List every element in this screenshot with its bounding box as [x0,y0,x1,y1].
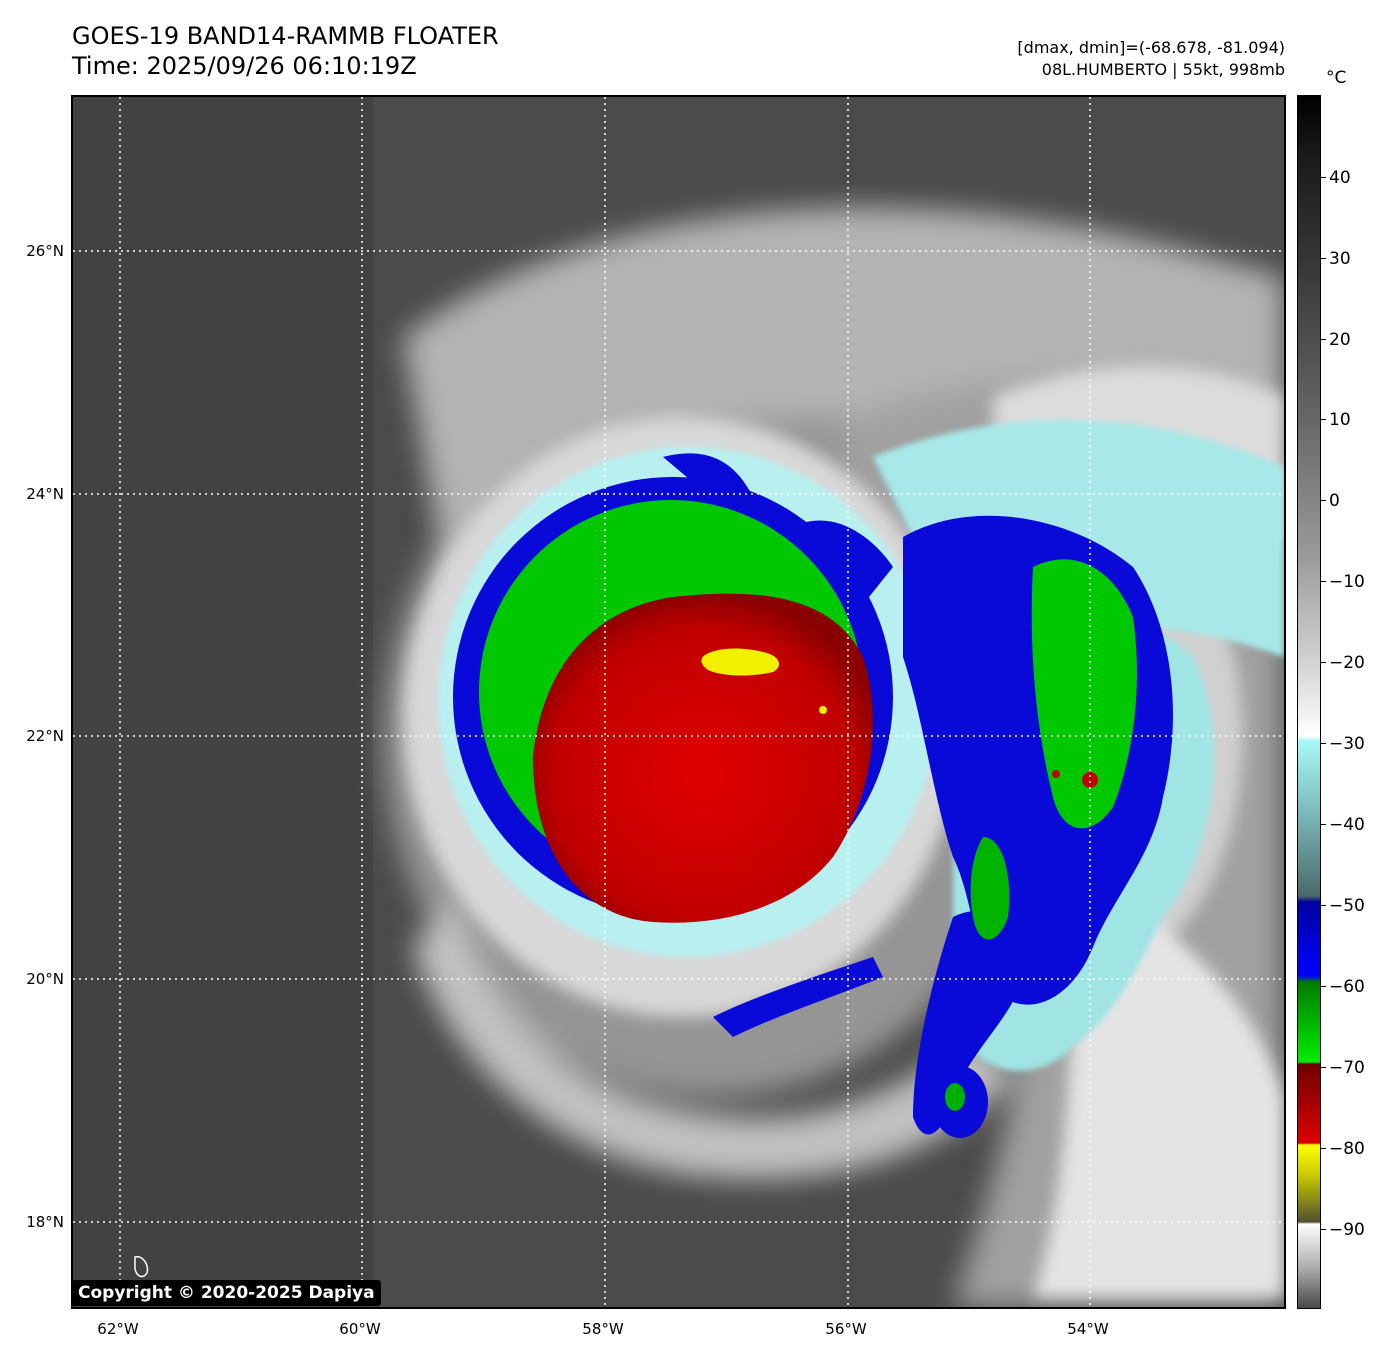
colorbar-tick [1321,986,1326,987]
lon-label-60w: 60°W [339,1320,381,1338]
lon-label-54w: 54°W [1067,1320,1109,1338]
island-outline [134,1256,149,1278]
lat-label-24n: 24°N [26,485,64,503]
colorbar-label: 30 [1329,249,1351,269]
colorbar-tick [1321,662,1326,663]
colorbar-tick [1321,1229,1326,1230]
colorbar-tick [1321,177,1326,178]
dmax-dmin-label: [dmax, dmin]=(-68.678, -81.094) [1017,38,1285,57]
colorbar-tick [1321,1067,1326,1068]
colorbar-label: −70 [1329,1058,1365,1078]
colorbar [1297,95,1321,1309]
cold-cloud-core [533,593,873,923]
colorbar-tick [1321,905,1326,906]
gridlines [73,97,1284,1307]
colorbar-label: 40 [1329,168,1351,188]
colorbar-label: −60 [1329,977,1365,997]
lon-label-56w: 56°W [825,1320,867,1338]
lat-label-20n: 20°N [26,970,64,988]
colorbar-label: −30 [1329,734,1365,754]
colorbar-tick [1321,500,1326,501]
colorbar-tick [1321,258,1326,259]
colorbar-label: −40 [1329,815,1365,835]
colorbar-label: −20 [1329,653,1365,673]
lat-label-18n: 18°N [26,1213,64,1231]
colorbar-label: −80 [1329,1139,1365,1159]
colorbar-label: −50 [1329,896,1365,916]
satellite-imagery [73,97,1284,1307]
lon-label-62w: 62°W [97,1320,139,1338]
colorbar-tick [1321,581,1326,582]
lon-label-58w: 58°W [582,1320,624,1338]
colorbar-unit: °C [1326,68,1347,88]
colorbar-label: 20 [1329,330,1351,350]
colorbar-tick [1321,1148,1326,1149]
title-line-1: GOES-19 BAND14-RAMMB FLOATER [72,22,499,50]
coldest-tops [701,648,780,676]
storm-info-label: 08L.HUMBERTO | 55kt, 998mb [1041,60,1285,79]
colorbar-tick [1321,339,1326,340]
colorbar-label: 0 [1329,491,1340,511]
lat-label-26n: 26°N [26,242,64,260]
colorbar-tick [1321,743,1326,744]
colorbar-tick [1321,419,1326,420]
satellite-map [71,95,1286,1309]
copyright-badge: Copyright © 2020-2025 Dapiya [72,1280,381,1306]
title-line-2: Time: 2025/09/26 06:10:19Z [72,52,417,80]
lat-label-22n: 22°N [26,727,64,745]
colorbar-tick [1321,824,1326,825]
colorbar-label: −90 [1329,1220,1365,1240]
colorbar-label: 10 [1329,410,1351,430]
colorbar-label: −10 [1329,572,1365,592]
